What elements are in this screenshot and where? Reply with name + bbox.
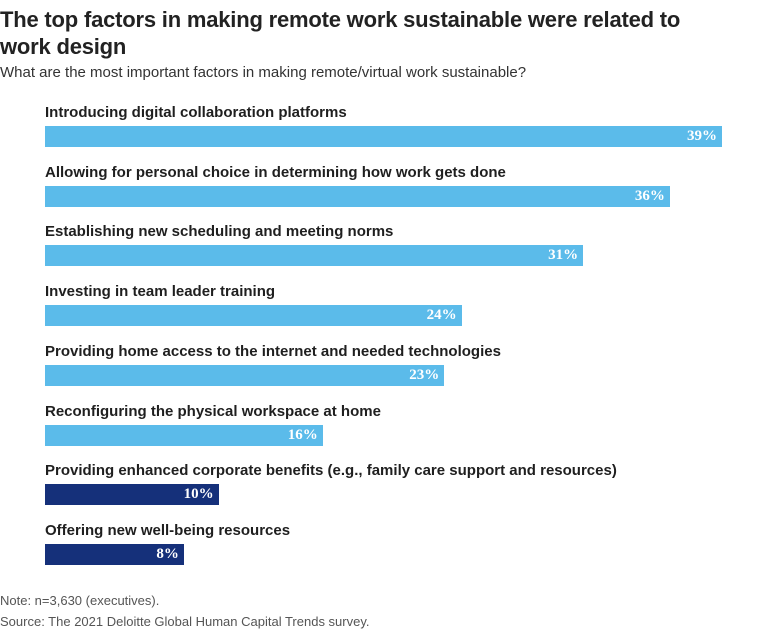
bar-label: Offering new well-being resources xyxy=(45,521,291,539)
bar-value-label: 16% xyxy=(287,426,318,443)
bar: 24% xyxy=(45,305,462,327)
bar-label: Providing enhanced corporate benefits (e… xyxy=(45,462,617,480)
bar: 10% xyxy=(45,484,219,506)
chart-source: Source: The 2021 Deloitte Global Human C… xyxy=(0,614,370,629)
bar: 8% xyxy=(45,543,184,565)
bar-label: Investing in team leader training xyxy=(45,283,276,301)
bar-value-label: 31% xyxy=(548,247,579,264)
chart-note: Note: n=3,630 (executives). xyxy=(0,593,160,608)
bar-label: Providing home access to the internet an… xyxy=(45,342,501,360)
bar-value-label: 24% xyxy=(426,307,457,324)
bar-label: Introducing digital collaboration platfo… xyxy=(45,104,347,121)
bar: 23% xyxy=(45,364,445,386)
bar-label: Reconfiguring the physical workspace at … xyxy=(45,402,381,420)
bar: 16% xyxy=(45,424,323,446)
bar: 39% xyxy=(45,126,722,147)
bar-value-label: 23% xyxy=(409,366,440,383)
bar-label: Allowing for personal choice in determin… xyxy=(45,163,506,181)
bar: 31% xyxy=(45,245,584,267)
bar: 36% xyxy=(45,185,670,207)
bar-value-label: 8% xyxy=(156,545,179,562)
chart-subtitle: What are the most important factors in m… xyxy=(0,64,527,81)
bar-value-label: 39% xyxy=(687,128,717,144)
bar-label: Establishing new scheduling and meeting … xyxy=(45,223,394,241)
chart-title: The top factors in making remote work su… xyxy=(0,7,681,59)
bar-value-label: 36% xyxy=(634,187,665,204)
bar-value-label: 10% xyxy=(183,486,214,503)
